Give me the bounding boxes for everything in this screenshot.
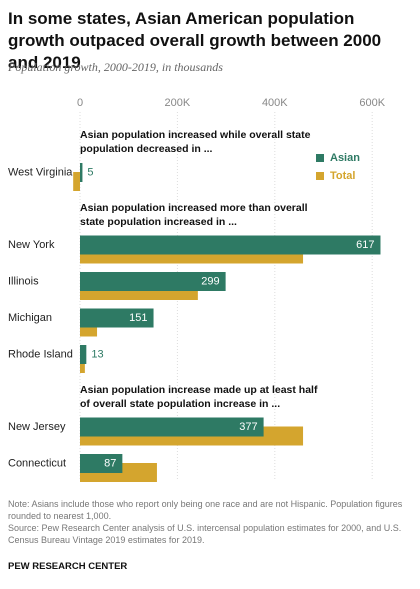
data-label: 151 [129, 312, 147, 324]
group-heading: Asian population increased while overall… [80, 129, 311, 155]
source-label: PEW RESEARCH CENTER [8, 561, 128, 572]
x-tick-label: 400K [262, 97, 288, 109]
bar [80, 417, 264, 437]
y-tick-label: New Jersey [8, 421, 66, 433]
y-tick-label: Connecticut [8, 457, 66, 469]
data-label: 299 [201, 275, 219, 287]
note: Source: Pew Research Center analysis of … [8, 523, 402, 545]
x-tick-label: 200K [165, 97, 191, 109]
bar [80, 163, 83, 182]
data-label: 377 [239, 421, 257, 433]
x-tick-label: 0 [77, 97, 83, 109]
bar [80, 308, 154, 328]
y-tick-label: West Virginia [8, 166, 73, 178]
notes: Note: Asians include those who report on… [8, 498, 413, 546]
data-label: 87 [104, 457, 116, 469]
bar [80, 454, 123, 473]
x-tick-label: 600K [359, 97, 385, 109]
bar [80, 235, 381, 255]
legend-label: Total [330, 170, 355, 182]
legend-label: Asian [330, 152, 360, 164]
bar [80, 345, 87, 364]
y-tick-label: Rhode Island [8, 348, 73, 360]
data-label: 5 [87, 166, 93, 178]
legend-swatch [316, 172, 324, 180]
group-heading: Asian population increase made up at lea… [80, 383, 318, 410]
group-heading: Asian population increased more than ove… [80, 201, 308, 228]
y-tick-label: Illinois [8, 275, 39, 287]
chart-subtitle: Population growth, 2000-2019, in thousan… [8, 60, 223, 74]
legend-swatch [316, 154, 324, 162]
y-tick-label: New York [8, 239, 55, 251]
bar [80, 272, 226, 291]
bar [73, 172, 80, 191]
y-tick-label: Michigan [8, 312, 52, 324]
data-label: 13 [91, 348, 103, 360]
data-label: 617 [356, 239, 374, 251]
chart-title: In some states, Asian American populatio… [8, 9, 382, 72]
note: Note: Asians include those who report on… [8, 499, 403, 521]
